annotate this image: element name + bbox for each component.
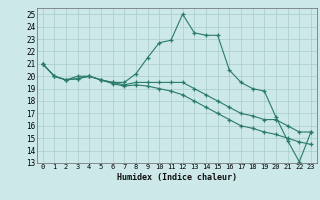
X-axis label: Humidex (Indice chaleur): Humidex (Indice chaleur) xyxy=(117,173,237,182)
